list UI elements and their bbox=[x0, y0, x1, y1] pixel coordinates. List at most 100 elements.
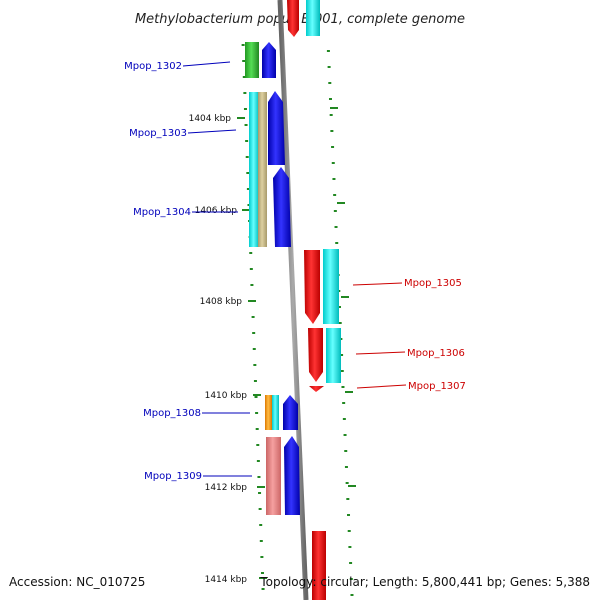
right-ticks bbox=[330, 107, 356, 487]
track-dot bbox=[246, 188, 250, 190]
feature-cyan-1306[interactable] bbox=[326, 328, 341, 383]
gene-label-mpop-1304[interactable]: Mpop_1304 bbox=[133, 207, 238, 218]
gene-label-mpop-1306[interactable]: Mpop_1306 bbox=[355, 348, 465, 359]
cds-bottom-partial[interactable] bbox=[312, 531, 326, 600]
track-dot bbox=[257, 476, 261, 478]
svg-text:Mpop_1303: Mpop_1303 bbox=[129, 128, 187, 139]
track-dot bbox=[328, 82, 332, 84]
track-dot bbox=[254, 396, 258, 398]
track-dot bbox=[245, 140, 249, 142]
cds-mpop-1307[interactable] bbox=[309, 386, 324, 392]
feature-cyan-1303[interactable] bbox=[249, 92, 259, 247]
track-dot bbox=[350, 594, 354, 596]
track-dot bbox=[251, 316, 255, 318]
track-dot bbox=[259, 524, 263, 526]
track-dot bbox=[247, 204, 251, 206]
tick-1406: 1406 kbp bbox=[195, 206, 250, 216]
track-dot bbox=[259, 540, 263, 542]
track-dot bbox=[333, 210, 337, 212]
track-dot bbox=[332, 178, 336, 180]
track-dot bbox=[249, 252, 253, 254]
gene-label-mpop-1309[interactable]: Mpop_1309 bbox=[144, 471, 252, 482]
track-dot bbox=[347, 530, 351, 532]
map-title: Methylobacterium populi BJ001, complete … bbox=[135, 12, 465, 27]
tick-1404: 1404 kbp bbox=[189, 114, 245, 124]
track-dot bbox=[340, 354, 344, 356]
track-dot bbox=[343, 434, 347, 436]
track-dot bbox=[258, 492, 262, 494]
svg-text:Mpop_1304: Mpop_1304 bbox=[133, 207, 191, 218]
track-dot bbox=[327, 66, 331, 68]
accession-text: Accession: NC_010725 bbox=[9, 575, 145, 589]
tick-1412: 1412 kbp bbox=[205, 483, 265, 493]
track-dot bbox=[330, 130, 334, 132]
feature-cyan-1305[interactable] bbox=[323, 249, 339, 324]
track-dot bbox=[252, 332, 256, 334]
gene-label-mpop-1305[interactable]: Mpop_1305 bbox=[352, 278, 462, 289]
cds-mpop-1309[interactable] bbox=[284, 436, 300, 515]
topology-text: Topology: circular; Length: 5,800,441 bp… bbox=[259, 575, 590, 589]
track-dot bbox=[331, 162, 335, 164]
tick-label: 1412 kbp bbox=[205, 483, 248, 493]
track-dot bbox=[344, 466, 348, 468]
cds-mpop-1306[interactable] bbox=[308, 328, 323, 382]
track-dot bbox=[242, 60, 246, 62]
tick-label: 1408 kbp bbox=[200, 297, 243, 307]
feature-cyan-1308[interactable] bbox=[272, 395, 279, 430]
track-dot bbox=[256, 444, 260, 446]
track-dot bbox=[328, 98, 332, 100]
gene-label-mpop-1302[interactable]: Mpop_1302 bbox=[124, 61, 231, 72]
track-dot bbox=[261, 588, 265, 590]
track-dot bbox=[342, 418, 346, 420]
track-dot bbox=[244, 124, 248, 126]
track-dot bbox=[245, 156, 249, 158]
track-dot bbox=[256, 460, 260, 462]
cds-mpop-1305[interactable] bbox=[304, 250, 320, 324]
track-dot bbox=[253, 380, 257, 382]
track-dot bbox=[252, 348, 256, 350]
feature-tan-1303[interactable] bbox=[258, 92, 267, 247]
svg-text:Mpop_1306: Mpop_1306 bbox=[407, 348, 465, 359]
track-dot bbox=[326, 50, 330, 52]
cds-mpop-1304[interactable] bbox=[273, 167, 291, 247]
gene-label-mpop-1308[interactable]: Mpop_1308 bbox=[143, 408, 250, 419]
feature-pink-1309[interactable] bbox=[266, 437, 281, 515]
track-dot bbox=[338, 306, 341, 308]
track-dot bbox=[243, 108, 247, 110]
tick-label: 1414 kbp bbox=[205, 575, 248, 585]
track-dot bbox=[334, 226, 338, 228]
track-dot bbox=[250, 284, 254, 286]
feature-cyan-top[interactable] bbox=[306, 0, 320, 36]
track-dot bbox=[249, 268, 253, 270]
svg-text:Mpop_1305: Mpop_1305 bbox=[404, 278, 462, 289]
tick-1414: 1414 kbp bbox=[205, 575, 267, 585]
track-dot bbox=[341, 386, 345, 388]
cds-mpop-1308[interactable] bbox=[283, 395, 298, 430]
feature-orange-1308[interactable] bbox=[265, 395, 272, 430]
track-dot bbox=[253, 364, 257, 366]
track-dot bbox=[329, 114, 333, 116]
track-dot bbox=[347, 514, 351, 516]
track-dot bbox=[340, 370, 344, 372]
track-dot bbox=[255, 412, 259, 414]
gene-label-mpop-1307[interactable]: Mpop_1307 bbox=[356, 381, 466, 392]
track-dot bbox=[333, 194, 337, 196]
tick-label: 1404 kbp bbox=[189, 114, 232, 124]
tick-1410: 1410 kbp bbox=[205, 391, 261, 401]
feature-green[interactable] bbox=[245, 42, 259, 78]
cds-mpop-1302[interactable] bbox=[262, 42, 276, 78]
gene-label-mpop-1303[interactable]: Mpop_1303 bbox=[129, 128, 237, 139]
genome-backbone bbox=[277, 0, 309, 600]
track-dot bbox=[255, 428, 259, 430]
cds-mpop-1303[interactable] bbox=[268, 91, 285, 165]
track-dot bbox=[241, 44, 245, 46]
track-dot bbox=[258, 508, 262, 510]
track-dot bbox=[349, 562, 353, 564]
svg-text:Mpop_1309: Mpop_1309 bbox=[144, 471, 202, 482]
cds-top-partial[interactable] bbox=[287, 0, 299, 37]
track-dot bbox=[345, 482, 349, 484]
track-dot bbox=[346, 498, 350, 500]
track-dot bbox=[260, 572, 264, 574]
track-dot bbox=[331, 146, 335, 148]
